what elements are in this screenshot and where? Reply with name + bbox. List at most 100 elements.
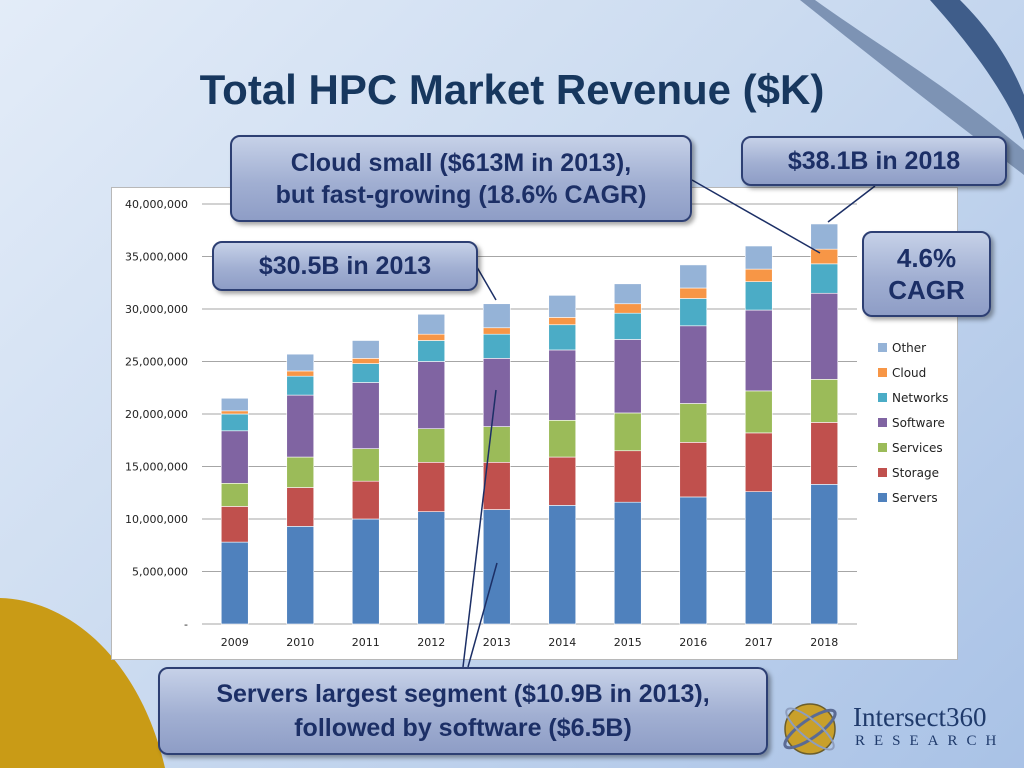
globe-icon: [783, 703, 837, 755]
bar-segment-storage: [417, 461, 446, 512]
legend-label-services: Services: [892, 441, 943, 455]
bar-segment-networks: [417, 340, 446, 362]
bar-segment-services: [220, 482, 249, 507]
legend-swatch-cloud: [878, 368, 887, 377]
bar-segment-other: [613, 283, 642, 305]
bar-segment-cloud: [548, 317, 577, 326]
legend-label-cloud: Cloud: [892, 366, 926, 380]
bar-segment-servers: [810, 484, 839, 625]
legend-label-servers: Servers: [892, 491, 938, 505]
bar-segment-software: [613, 339, 642, 414]
y-tick-label: 15,000,000: [125, 461, 188, 474]
bar-segment-other: [679, 264, 708, 289]
bar-segment-networks: [548, 324, 577, 351]
logo-subtitle: RESEARCH: [855, 733, 1006, 749]
logo-name: Intersect360: [853, 702, 987, 732]
bar-segment-services: [548, 420, 577, 458]
bar-segment-storage: [744, 432, 773, 492]
bar-segment-services: [286, 456, 315, 488]
bar-segment-services: [613, 412, 642, 452]
x-tick-label: 2014: [548, 636, 576, 649]
x-tick-label: 2009: [221, 636, 249, 649]
x-tick-label: 2011: [352, 636, 380, 649]
bar-segment-services: [744, 390, 773, 434]
bar-segment-software: [220, 430, 249, 484]
bar-segment-cloud: [482, 327, 511, 335]
bar-segment-other: [417, 313, 446, 335]
bar-segment-services: [482, 426, 511, 463]
bar-segment-servers: [679, 496, 708, 625]
bar-segment-servers: [417, 511, 446, 625]
bar-segment-networks: [482, 333, 511, 359]
bar-segment-services: [679, 403, 708, 443]
bar-segment-networks: [220, 413, 249, 432]
bottom-left-gold-shape: [0, 598, 165, 768]
y-tick-label: 20,000,000: [125, 408, 188, 421]
bar-segment-storage: [679, 442, 708, 498]
y-tick-label: 10,000,000: [125, 513, 188, 526]
legend-label-other: Other: [892, 341, 926, 355]
legend-swatch-services: [878, 443, 887, 452]
legend-swatch-storage: [878, 468, 887, 477]
bar-segment-networks: [744, 281, 773, 311]
y-tick-label: 35,000,000: [125, 251, 188, 264]
bar-segment-storage: [482, 461, 511, 510]
bar-segment-other: [351, 340, 380, 359]
bar-segment-software: [548, 349, 577, 421]
y-tick-label: 40,000,000: [125, 198, 188, 211]
bar-segment-storage: [810, 422, 839, 485]
bar-segment-storage: [548, 456, 577, 506]
bar-segment-cloud: [220, 410, 249, 415]
y-tick-label: -: [184, 618, 188, 631]
legend-swatch-other: [878, 343, 887, 352]
bar-segment-networks: [613, 312, 642, 340]
x-tick-label: 2013: [483, 636, 511, 649]
bar-segment-software: [417, 361, 446, 429]
bar-segment-storage: [351, 480, 380, 520]
bar-segment-cloud: [810, 248, 839, 265]
callout-cagr: 4.6% CAGR: [862, 231, 991, 317]
bar-segment-software: [679, 325, 708, 404]
bar-segment-other: [482, 303, 511, 329]
x-tick-label: 2017: [745, 636, 773, 649]
bar-segment-software: [482, 358, 511, 427]
top-right-stripe: [930, 0, 1024, 140]
bar-segment-storage: [613, 450, 642, 503]
bar-segment-software: [744, 309, 773, 392]
callout-2013-total: $30.5B in 2013: [212, 241, 478, 291]
page-title: Total HPC Market Revenue ($K): [199, 66, 825, 113]
x-tick-label: 2015: [614, 636, 642, 649]
callout-2018-total: $38.1B in 2018: [741, 136, 1007, 186]
legend-label-storage: Storage: [892, 466, 939, 480]
callout-servers: Servers largest segment ($10.9B in 2013)…: [158, 667, 768, 755]
x-tick-label: 2018: [810, 636, 838, 649]
bar-segment-networks: [679, 298, 708, 327]
y-tick-label: 5,000,000: [132, 566, 188, 579]
bar-segment-cloud: [286, 370, 315, 377]
bar-segment-servers: [744, 491, 773, 625]
bar-segment-networks: [286, 375, 315, 396]
legend-swatch-software: [878, 418, 887, 427]
bar-segment-other: [744, 245, 773, 270]
legend-swatch-servers: [878, 493, 887, 502]
x-tick-label: 2016: [679, 636, 707, 649]
bar-segment-software: [810, 292, 839, 380]
bar-segment-services: [351, 448, 380, 482]
bar-segment-servers: [613, 501, 642, 625]
callout-cloud: Cloud small ($613M in 2013), but fast-gr…: [230, 135, 692, 222]
stacked-bar-chart: - 5,000,000 10,000,000 15,000,000 20,000,000…: [125, 198, 948, 649]
bar-segment-cloud: [679, 287, 708, 299]
y-tick-label: 25,000,000: [125, 356, 188, 369]
y-tick-label: 30,000,000: [125, 303, 188, 316]
x-tick-label: 2012: [417, 636, 445, 649]
bar-segment-storage: [220, 506, 249, 543]
intersect360-logo: Intersect360 RESEARCH: [780, 696, 1020, 760]
bar-segment-networks: [351, 363, 380, 383]
bar-segment-storage: [286, 487, 315, 527]
x-tick-label: 2010: [286, 636, 314, 649]
bar-segment-cloud: [744, 268, 773, 282]
top-right-swoosh: [800, 0, 1024, 175]
legend-label-software: Software: [892, 416, 945, 430]
bar-segment-services: [810, 379, 839, 423]
